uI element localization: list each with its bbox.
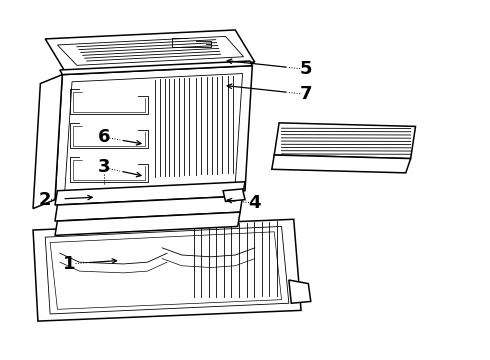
Text: 5: 5 bbox=[300, 60, 312, 78]
Text: 2: 2 bbox=[39, 191, 51, 209]
Polygon shape bbox=[45, 30, 255, 71]
Polygon shape bbox=[274, 123, 416, 158]
Text: 4: 4 bbox=[248, 194, 261, 212]
Polygon shape bbox=[289, 280, 311, 303]
Polygon shape bbox=[272, 155, 411, 173]
Text: 6: 6 bbox=[98, 128, 110, 146]
Polygon shape bbox=[33, 75, 62, 208]
Text: 1: 1 bbox=[63, 255, 76, 273]
Polygon shape bbox=[223, 189, 245, 202]
Text: 7: 7 bbox=[300, 85, 312, 103]
Polygon shape bbox=[55, 66, 252, 200]
Polygon shape bbox=[55, 212, 240, 235]
Text: 3: 3 bbox=[98, 158, 110, 176]
Polygon shape bbox=[55, 182, 245, 205]
Polygon shape bbox=[33, 219, 301, 321]
Polygon shape bbox=[60, 61, 252, 75]
Polygon shape bbox=[55, 196, 243, 221]
